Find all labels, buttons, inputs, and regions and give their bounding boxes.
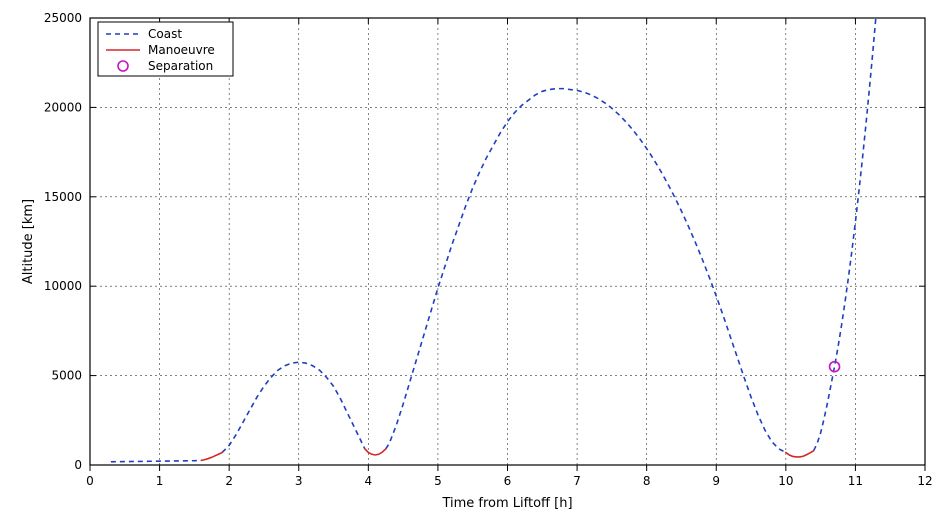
x-tick-label: 6 [504,474,512,488]
y-tick-label: 20000 [44,100,82,114]
x-tick-label: 3 [295,474,303,488]
legend-label-manoeuvre: Manoeuvre [148,43,215,57]
y-tick-label: 10000 [44,279,82,293]
x-tick-label: 1 [156,474,164,488]
x-axis-label: Time from Liftoff [h] [441,496,572,511]
chart-svg: 0123456789101112050001000015000200002500… [0,0,950,512]
legend: Coast Manoeuvre Separation [98,22,233,76]
y-tick-label: 5000 [51,369,82,383]
y-tick-label: 0 [74,458,82,472]
x-tick-label: 7 [573,474,581,488]
x-tick-label: 2 [225,474,233,488]
x-tick-label: 4 [365,474,373,488]
altitude-chart: 0123456789101112050001000015000200002500… [0,0,950,512]
legend-label-separation: Separation [148,59,213,73]
y-tick-label: 15000 [44,190,82,204]
x-tick-label: 5 [434,474,442,488]
y-axis-label: Altitude [km] [21,199,36,284]
x-tick-label: 12 [917,474,932,488]
x-tick-label: 11 [848,474,863,488]
x-tick-label: 8 [643,474,651,488]
x-tick-label: 9 [712,474,720,488]
y-tick-label: 25000 [44,11,82,25]
legend-label-coast: Coast [148,27,182,41]
x-tick-label: 10 [778,474,793,488]
x-tick-label: 0 [86,474,94,488]
